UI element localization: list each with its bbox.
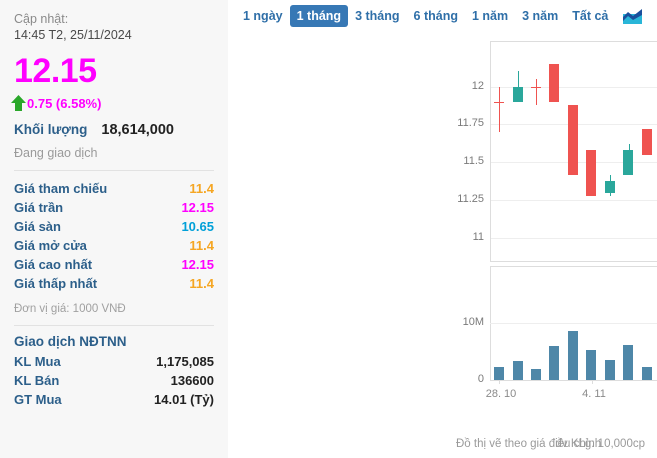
area-chart-icon[interactable]	[623, 8, 643, 24]
table-row: Giá sàn 10.65	[14, 217, 214, 236]
foreign-row-label: KL Mua	[14, 354, 61, 369]
volume-axis-top	[490, 266, 657, 267]
price-axis-tick: 11.25	[457, 193, 484, 205]
timeframe-toolbar: 1 ngày 1 tháng 3 tháng 6 tháng 1 năm 3 năm Tất…	[228, 0, 657, 32]
volume-axis-bottom	[490, 380, 657, 381]
price-axis-top	[490, 41, 657, 42]
price-row-label: Giá sàn	[14, 219, 61, 234]
foreign-row-value: 14.01 (Tỷ)	[154, 392, 214, 407]
x-axis-tick-label: 4. 11	[582, 388, 606, 400]
updated-time: 14:45 T2, 25/11/2024	[14, 28, 132, 42]
volume-label: Khối lượng	[14, 122, 88, 137]
trading-status: Đang giao dịch	[14, 146, 98, 160]
candle-body	[642, 129, 652, 155]
price-change-value: 0.75 (6.58%)	[27, 95, 102, 111]
foreign-trading-title: Giao dịch NĐTNN	[14, 334, 127, 349]
volume-bar	[513, 361, 523, 380]
price-row-value: 11.4	[189, 238, 214, 253]
price-axis-tick: 11.5	[463, 155, 484, 167]
chart-panel: 1 ngày 1 tháng 3 tháng 6 tháng 1 năm 3 năm Tất…	[228, 0, 657, 458]
candle-body	[568, 104, 578, 175]
price-row-label: Giá mở cửa	[14, 238, 87, 253]
timeframe-button-0[interactable]: 1 ngày	[243, 9, 283, 23]
price-row-label: Giá tham chiếu	[14, 181, 108, 196]
candle-body	[605, 180, 615, 193]
candle-body	[513, 86, 523, 102]
x-axis-tick-mark	[592, 380, 593, 384]
candle-body	[586, 150, 596, 196]
foreign-trading-table: KL Mua 1,175,085 KL Bán 136600 GT Mua 14…	[14, 352, 214, 409]
price-axis-tick: 12	[471, 80, 484, 92]
x-axis-tick-mark	[499, 380, 500, 384]
candle-body	[531, 86, 541, 89]
table-row: Giá tham chiếu 11.4	[14, 179, 214, 198]
volume-bar	[568, 330, 578, 380]
timeframe-button-2[interactable]: 3 tháng	[355, 9, 400, 23]
timeframe-button-6[interactable]: Tất cả	[572, 9, 609, 23]
candle-body	[494, 101, 504, 104]
table-row: GT Mua 14.01 (Tỷ)	[14, 390, 214, 409]
price-row-value: 12.15	[181, 257, 214, 272]
price-gridline	[490, 87, 657, 88]
volume-bar	[549, 345, 559, 380]
last-price: 12.15	[14, 52, 97, 90]
timeframe-button-4[interactable]: 1 năm	[471, 9, 509, 23]
volume-bar	[586, 350, 596, 380]
price-axis-bottom	[490, 261, 657, 262]
x-axis-tick-label: 28. 10	[485, 388, 517, 400]
chart-footnote-left: Đồ thị vẽ theo giá điều chỉnh	[456, 438, 602, 450]
candle-body	[549, 63, 559, 102]
table-row: Giá trần 12.15	[14, 198, 214, 217]
price-row-value: 10.65	[181, 219, 214, 234]
price-axis-left	[490, 41, 491, 261]
table-row: KL Bán 136600	[14, 371, 214, 390]
candle-body	[623, 150, 633, 175]
price-axis-tick: 11.75	[457, 117, 484, 129]
sidebar-divider-1	[14, 170, 214, 171]
chart-footnote-right: đv KLg: 10,000cp	[555, 438, 645, 450]
price-row-value: 12.15	[181, 200, 214, 215]
timeframe-button-5[interactable]: 3 năm	[522, 9, 559, 23]
foreign-row-label: GT Mua	[14, 392, 62, 407]
candle-wick	[499, 86, 500, 133]
volume-axis-tick: 10M	[462, 316, 484, 328]
foreign-row-label: KL Bán	[14, 373, 60, 388]
volume-axis-tick: 0	[477, 373, 484, 385]
sidebar-divider-2	[14, 325, 214, 326]
timeframe-button-1[interactable]: 1 tháng	[289, 5, 349, 27]
volume-value: 18,614,000	[101, 122, 174, 138]
foreign-row-value: 136600	[170, 373, 214, 388]
foreign-row-value: 1,175,085	[156, 354, 214, 369]
volume-bar	[531, 369, 541, 380]
table-row: Giá thấp nhất 11.4	[14, 274, 214, 293]
candle-wick	[536, 78, 537, 105]
timeframe-button-3[interactable]: 6 tháng	[413, 9, 458, 23]
price-unit-note: Đơn vị giá: 1000 VNĐ	[14, 303, 126, 315]
table-row: KL Mua 1,175,085	[14, 352, 214, 371]
price-change-row: 0.75 (6.58%)	[11, 93, 214, 113]
price-row-label: Giá cao nhất	[14, 257, 93, 272]
quote-sidebar: Cập nhật: 14:45 T2, 25/11/2024 12.15 0.7…	[0, 0, 228, 458]
price-gridline	[490, 238, 657, 239]
price-row-label: Giá trần	[14, 200, 64, 215]
price-row-label: Giá thấp nhất	[14, 276, 98, 291]
updated-label: Cập nhật:	[14, 12, 69, 26]
volume-gridline	[490, 323, 657, 324]
table-row: Giá cao nhất 12.15	[14, 255, 214, 274]
price-axis-tick: 11	[472, 231, 484, 243]
volume-row: Khối lượng 18,614,000	[14, 122, 214, 138]
price-gridline	[490, 200, 657, 201]
volume-bar	[494, 366, 504, 380]
volume-bar	[642, 366, 652, 380]
table-row: Giá mở cửa 11.4	[14, 236, 214, 255]
price-detail-table: Giá tham chiếu 11.4 Giá trần 12.15 Giá s…	[14, 179, 214, 293]
volume-bar	[605, 360, 615, 380]
price-row-value: 11.4	[189, 276, 214, 291]
volume-bar	[623, 344, 633, 380]
price-row-value: 11.4	[189, 181, 214, 196]
